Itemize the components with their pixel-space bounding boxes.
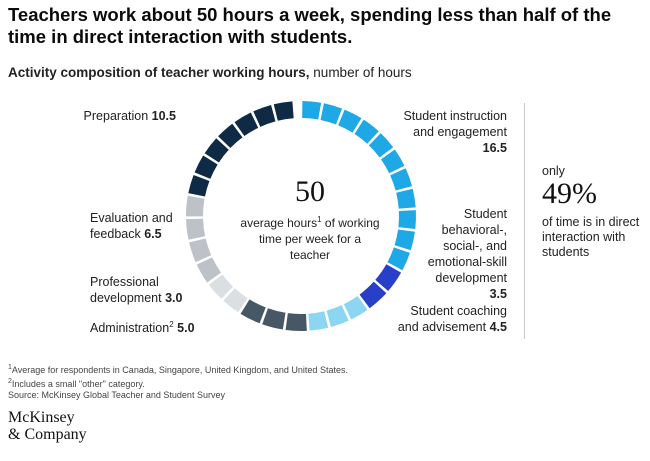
donut-segment-administration xyxy=(285,313,307,331)
chart-subtitle: Activity composition of teacher working … xyxy=(8,65,412,80)
donut-segment-administration xyxy=(240,299,266,324)
mckinsey-logo: McKinsey & Company xyxy=(8,409,87,443)
label-instruction: Student instruction and engagement 16.5 xyxy=(403,109,507,155)
donut-segment-student-coaching-and-advisement xyxy=(326,305,349,328)
donut-segment-preparation xyxy=(204,138,229,163)
total-hours: 50 xyxy=(295,175,325,208)
donut-segment-evaluation-and-feedback xyxy=(189,238,212,263)
donut-segment-professional-development xyxy=(223,288,248,313)
source-note: Source: McKinsey Global Teacher and Stud… xyxy=(8,390,225,400)
donut-segment-student-behavioral-social-and-emotional-skill-development xyxy=(375,264,402,292)
label-evaluation: Evaluation and feedback 6.5 xyxy=(90,211,173,241)
label-behavioral: Student behavioral-, social-, and emotio… xyxy=(427,207,507,301)
donut-segment-student-instruction-and-engagement xyxy=(368,133,394,158)
subtitle-rest: number of hours xyxy=(309,65,412,80)
donut-segment-student-instruction-and-engagement xyxy=(387,247,410,271)
donut-segment-preparation xyxy=(188,174,210,197)
interaction-caption: of time is in direct interaction with st… xyxy=(542,215,640,259)
donut-segment-student-instruction-and-engagement xyxy=(302,101,322,120)
label-administration: Administration2 5.0 xyxy=(90,320,195,336)
footnotes: 1Average for respondents in Canada, Sing… xyxy=(8,362,348,401)
donut-segment-student-instruction-and-engagement xyxy=(390,168,413,191)
chart-title: Teachers work about 50 hours a week, spe… xyxy=(8,4,612,47)
interaction-percent: 49% xyxy=(542,177,597,210)
donut-segment-preparation xyxy=(273,101,294,121)
donut-segment-student-instruction-and-engagement xyxy=(398,210,416,230)
donut-segment-preparation xyxy=(253,104,276,127)
donut-segment-student-instruction-and-engagement xyxy=(338,109,362,133)
subtitle-bold: Activity composition of teacher working … xyxy=(8,65,310,80)
total-caption: average hours1 of working time per week … xyxy=(240,215,380,262)
donut-segment-student-instruction-and-engagement xyxy=(320,103,343,125)
donut-segment-student-instruction-and-engagement xyxy=(396,188,416,209)
donut-segment-preparation xyxy=(194,155,218,179)
donut-segment-student-instruction-and-engagement xyxy=(380,149,405,174)
donut-segment-preparation xyxy=(218,123,243,149)
interaction-bracket xyxy=(516,103,525,339)
donut-segment-administration xyxy=(262,308,286,330)
label-preparation: Preparation 10.5 xyxy=(83,109,176,123)
donut-segment-student-coaching-and-advisement xyxy=(308,311,329,331)
donut-segment-student-instruction-and-engagement xyxy=(354,119,379,144)
donut-segment-evaluation-and-feedback xyxy=(186,218,206,240)
label-coaching: Student coaching and advisement 4.5 xyxy=(397,304,507,334)
donut-segment-student-instruction-and-engagement xyxy=(394,229,415,251)
donut-segment-preparation xyxy=(234,112,259,137)
donut-segment-evaluation-and-feedback xyxy=(186,195,205,217)
donut-segment-student-behavioral-social-and-emotional-skill-development xyxy=(359,281,387,309)
footnote-1: 1Average for respondents in Canada, Sing… xyxy=(8,364,348,375)
donut-segment-student-coaching-and-advisement xyxy=(343,295,368,320)
footnote-2: 2Includes a small "other" category. xyxy=(8,378,145,389)
donut-segment-evaluation-and-feedback xyxy=(196,257,222,283)
donut-segment-professional-development xyxy=(208,274,234,299)
label-professional: Professional development 3.0 xyxy=(90,275,183,305)
only-label: only xyxy=(542,164,565,178)
